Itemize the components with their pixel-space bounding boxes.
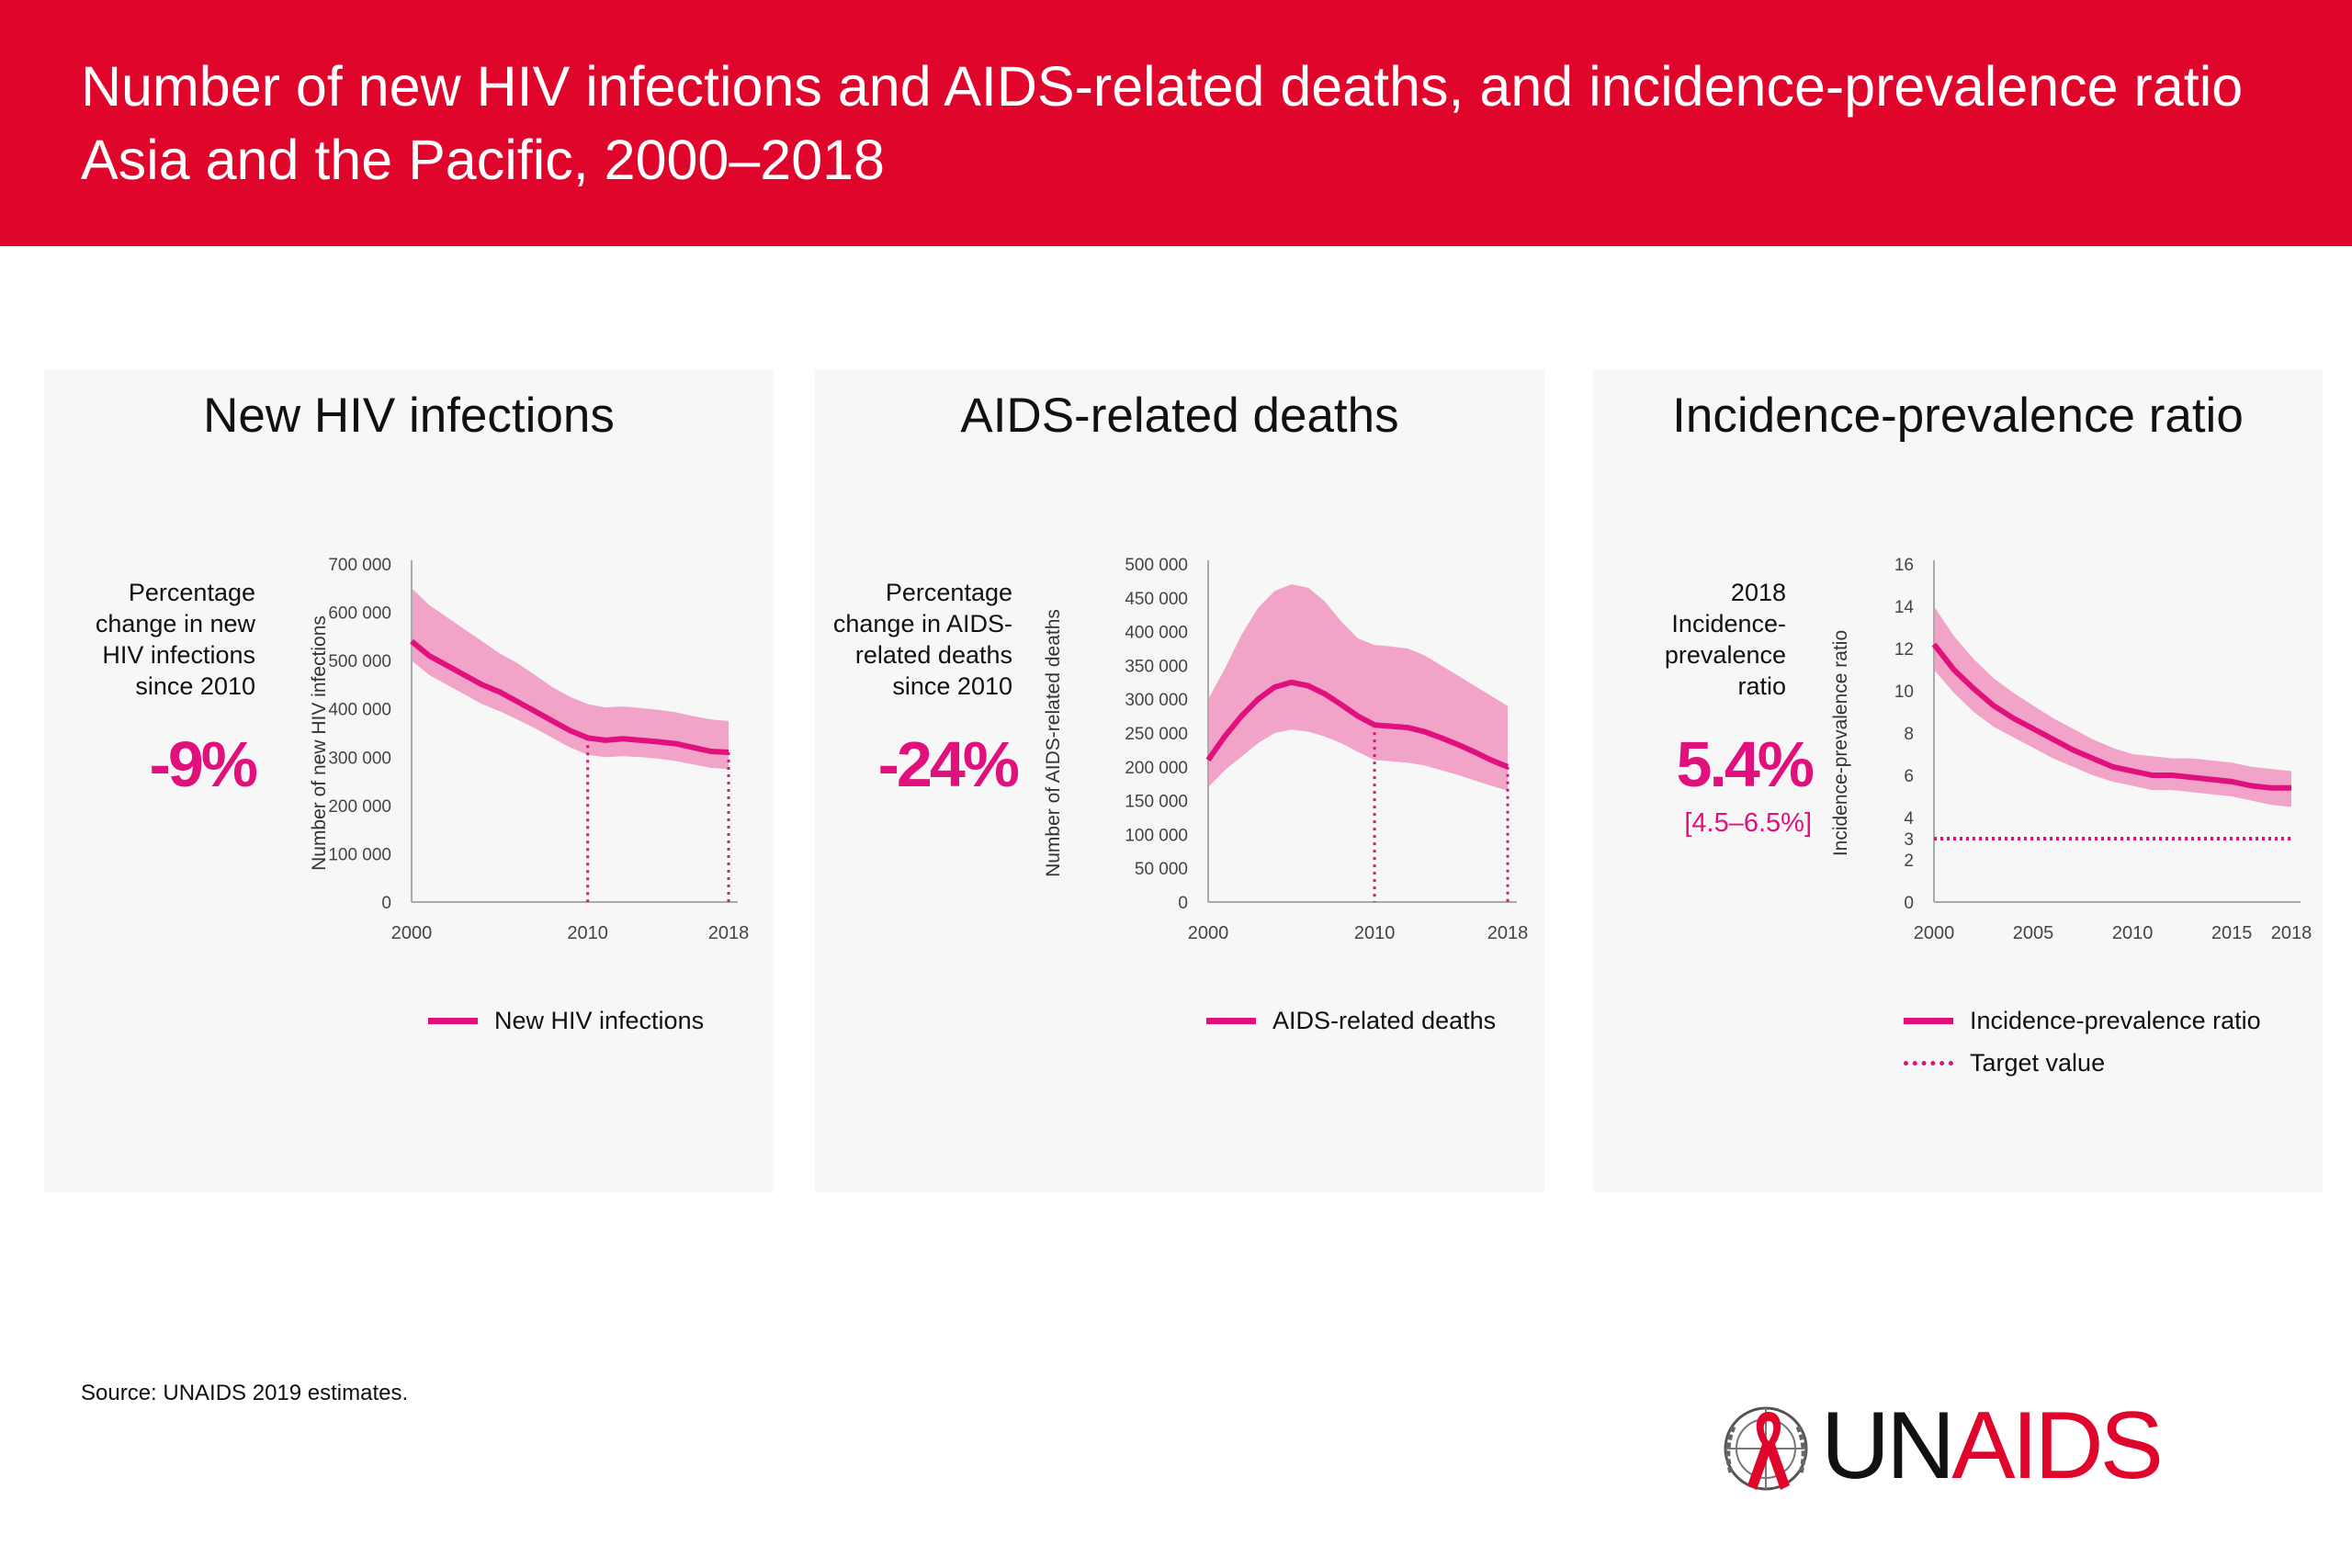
legend: AIDS-related deaths: [1206, 999, 1496, 1042]
y-tick-label: 12: [1894, 640, 1914, 660]
y-tick-label: 350 000: [1125, 657, 1188, 676]
y-tick-label: 400 000: [328, 701, 391, 720]
y-tick-label: 8: [1904, 725, 1914, 744]
stat-label: 2018 Incidence-prevalence ratio: [1664, 579, 1786, 700]
x-tick-label: 2000: [391, 923, 433, 943]
y-tick-label: 700 000: [328, 556, 391, 575]
header-banner: Number of new HIV infections and AIDS-re…: [0, 0, 2352, 246]
x-tick-label: 2018: [708, 923, 750, 943]
legend-item: New HIV infections: [428, 999, 704, 1042]
y-tick-label: 14: [1894, 598, 1915, 617]
logo-un-text: UN: [1821, 1393, 1955, 1499]
x-tick-label: 2018: [1487, 923, 1529, 943]
panel-incidence-prevalence-ratio: Incidence-prevalence ratio 2018 Incidenc…: [1593, 369, 2323, 1192]
y-tick-label: 200 000: [1125, 759, 1188, 778]
x-tick-label: 2018: [2271, 923, 2312, 943]
unaids-logo: UNAIDS: [1718, 1393, 2168, 1502]
legend-line-icon: [1206, 1017, 1256, 1024]
uncertainty-band: [412, 588, 729, 770]
stat-value: 5.4%: [1676, 728, 1815, 800]
x-tick-label: 2000: [1914, 923, 1955, 943]
series-line: [410, 638, 729, 755]
x-tick-label: 2005: [2013, 923, 2054, 943]
y-tick-label: 600 000: [328, 604, 391, 624]
y-tick-label: 500 000: [328, 652, 391, 671]
legend-label: Target value: [1970, 1048, 2106, 1077]
y-tick-label: 2: [1904, 852, 1914, 871]
panel-title: AIDS-related deaths: [960, 389, 1399, 443]
logo-wordmark: UNAIDS: [1821, 1392, 2164, 1501]
uncertainty-band: [1934, 606, 2291, 807]
legend-dotted-line-icon: [1904, 1060, 1953, 1066]
panel-title: New HIV infections: [203, 389, 615, 443]
y-tick-label: 0: [1904, 894, 1914, 913]
chart-new-hiv-infections: 0 100 000 200 000 300 000 400 000 500 000 600 …: [328, 556, 750, 943]
y-tick-label: 3: [1904, 830, 1914, 850]
legend-item: AIDS-related deaths: [1206, 999, 1496, 1042]
series-line: [1205, 679, 1510, 770]
stat-label: Percentage change in AIDS-related deaths…: [832, 579, 1012, 700]
y-tick-label: 6: [1904, 767, 1914, 786]
y-tick-label: 400 000: [1125, 624, 1188, 643]
x-tick-label: 2010: [567, 923, 608, 943]
y-tick-label: 450 000: [1125, 590, 1188, 609]
y-tick-label: 100 000: [1125, 826, 1188, 845]
y-tick-label: 500 000: [1125, 556, 1188, 575]
logo-aids-text: AIDS: [1951, 1393, 2164, 1499]
y-tick-label: 0: [1178, 894, 1188, 913]
y-tick-label: 50 000: [1135, 860, 1188, 879]
panel-new-hiv-infections: New HIV infections Percentage change in …: [44, 369, 774, 1192]
y-tick-label: 4: [1904, 809, 1914, 829]
series-line: [1931, 642, 2291, 791]
panel-aids-related-deaths: AIDS-related deaths Percentage change in…: [815, 369, 1544, 1192]
source-note: Source: UNAIDS 2019 estimates.: [81, 1381, 409, 1405]
chart-incidence-prevalence-ratio: 0 2 34 6 8 10 12 14 16 2000 2005 2010 2015 2018: [1894, 556, 2312, 943]
stat-value: -24%: [877, 728, 1020, 800]
legend-item: Incidence-prevalence ratio: [1904, 999, 2261, 1042]
y-tick-label: 300 000: [1125, 691, 1188, 710]
y-tick-label: 300 000: [328, 749, 391, 768]
legend-item: Target value: [1904, 1042, 2261, 1084]
stat-range: [4.5–6.5%]: [1684, 808, 1812, 838]
legend-label: AIDS-related deaths: [1272, 1006, 1497, 1034]
x-tick-label: 2015: [2211, 923, 2253, 943]
legend-label: New HIV infections: [494, 1006, 705, 1034]
y-tick-label: 250 000: [1125, 725, 1188, 744]
legend: Incidence-prevalence ratio Target value: [1904, 999, 2261, 1084]
chart-aids-related-deaths: 0 50 000 100 000 150 000 200 000 250 000 300 0…: [1125, 556, 1529, 943]
x-tick-label: 2000: [1188, 923, 1229, 943]
y-tick-label: 10: [1894, 682, 1914, 702]
y-tick-label: 16: [1894, 556, 1914, 575]
panel-title: Incidence-prevalence ratio: [1672, 389, 2244, 443]
un-emblem-icon: [1724, 1406, 1808, 1491]
stat-label: Percentage change in new HIV infections …: [95, 579, 255, 700]
legend-line-icon: [428, 1017, 478, 1024]
x-tick-label: 2010: [2112, 923, 2154, 943]
legend: New HIV infections: [428, 999, 704, 1042]
y-tick-label: 200 000: [328, 797, 391, 817]
y-tick-label: 0: [381, 894, 391, 913]
page-title: Number of new HIV infections and AIDS-re…: [81, 55, 2244, 118]
legend-line-icon: [1904, 1017, 1953, 1024]
stat-value: -9%: [149, 728, 258, 800]
legend-label: Incidence-prevalence ratio: [1970, 1006, 2261, 1034]
uncertainty-band: [1208, 584, 1508, 791]
red-ribbon-icon: [1747, 1412, 1790, 1490]
page-subtitle: Asia and the Pacific, 2000–2018: [81, 129, 885, 191]
y-tick-label: 100 000: [328, 845, 391, 864]
x-tick-label: 2010: [1354, 923, 1396, 943]
y-tick-label: 150 000: [1125, 793, 1188, 812]
